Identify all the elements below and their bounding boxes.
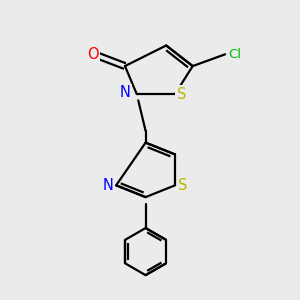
Text: S: S <box>176 87 186 102</box>
Text: Cl: Cl <box>229 48 242 61</box>
Text: N: N <box>120 85 131 100</box>
Text: S: S <box>178 178 187 193</box>
Text: O: O <box>87 47 98 62</box>
Text: N: N <box>102 178 113 193</box>
